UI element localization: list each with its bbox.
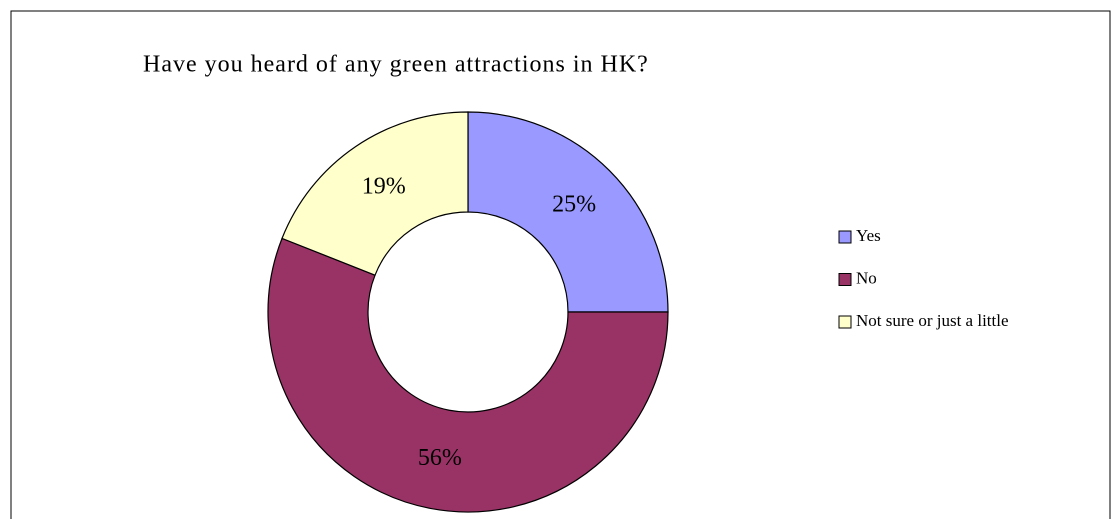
legend-label: Yes (856, 226, 881, 245)
donut-slice (281, 111, 469, 276)
data-label: 25% (552, 191, 596, 217)
data-label: 19% (362, 173, 406, 199)
data-label: 56% (418, 445, 462, 471)
chart-title: Have you heard of any green attractions … (143, 52, 649, 78)
donut-slice (267, 237, 669, 513)
legend-swatch (838, 273, 852, 286)
legend-swatch (838, 230, 852, 244)
legend-label: No (856, 268, 877, 287)
donut-slice (467, 111, 669, 313)
legend-label: Not sure or just a little (856, 311, 1009, 330)
legend-swatch (838, 315, 852, 329)
